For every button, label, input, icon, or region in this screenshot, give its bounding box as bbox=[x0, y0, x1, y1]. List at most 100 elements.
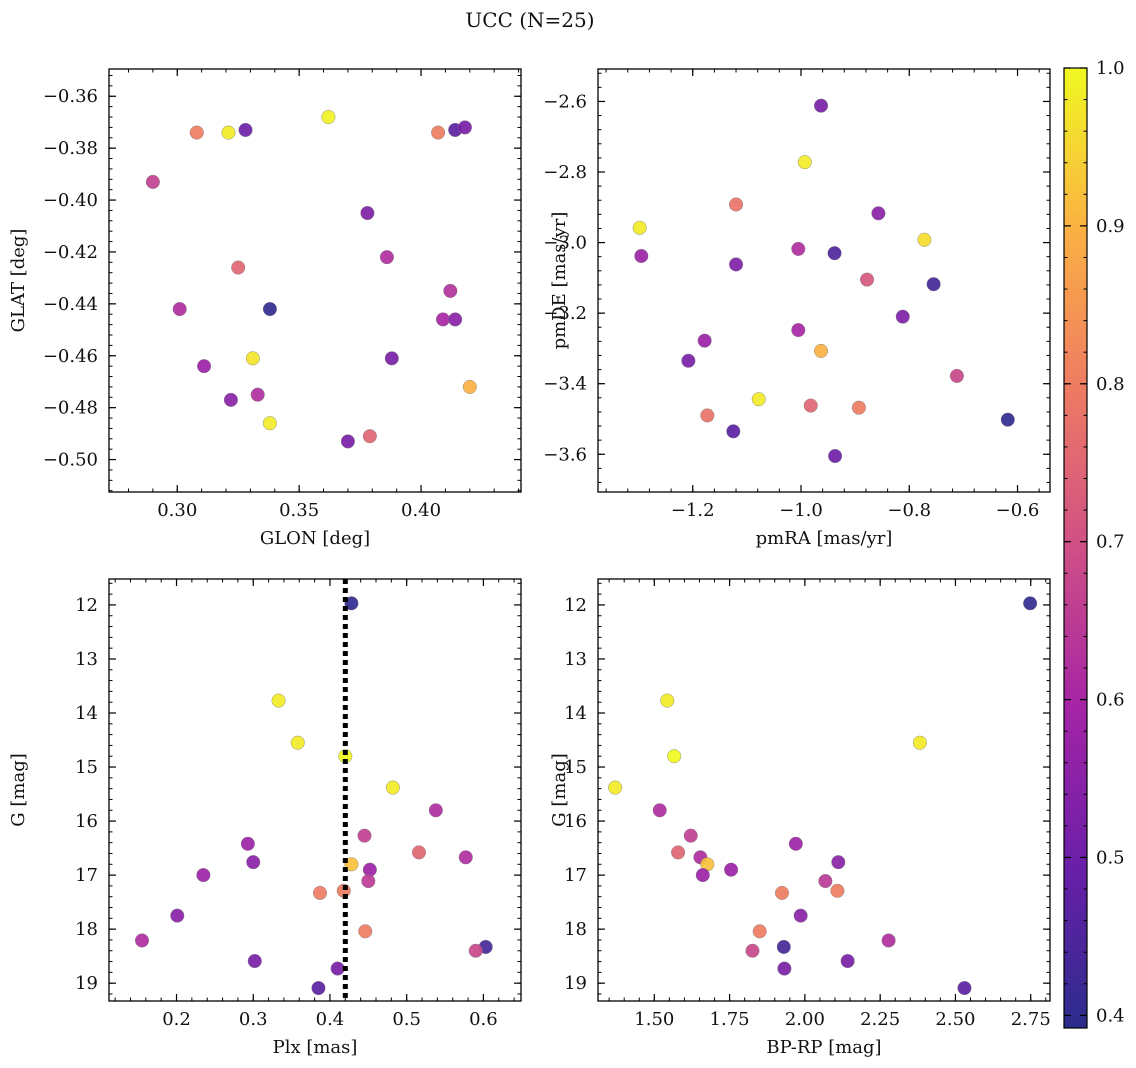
scatter-point bbox=[246, 855, 261, 870]
x-tick-label: 0.5 bbox=[392, 1009, 421, 1030]
x-axis-label: GLON [deg] bbox=[260, 528, 370, 549]
scatter-point bbox=[660, 693, 675, 708]
y-tick-label: −3.0 bbox=[543, 233, 587, 254]
scatter-point bbox=[170, 908, 185, 923]
x-tick-label: −0.8 bbox=[887, 500, 931, 521]
y-tick-label: 14 bbox=[75, 703, 98, 724]
scatter-point bbox=[851, 400, 866, 415]
y-tick-label: 14 bbox=[564, 703, 587, 724]
scatter-point bbox=[411, 845, 426, 860]
scatter-point bbox=[384, 351, 399, 366]
scatter-point bbox=[362, 429, 377, 444]
scatter-point bbox=[344, 857, 359, 872]
scatter-point bbox=[134, 933, 149, 948]
scatter-point bbox=[860, 272, 875, 287]
x-tick-label: 0.30 bbox=[157, 500, 197, 521]
scatter-point bbox=[312, 885, 327, 900]
y-tick-label: 16 bbox=[564, 811, 587, 832]
scatter-point bbox=[791, 241, 806, 256]
scatter-point bbox=[788, 836, 803, 851]
axes-frame bbox=[597, 68, 1051, 493]
x-tick-label: 0.2 bbox=[162, 1009, 191, 1030]
scatter-point bbox=[360, 206, 375, 221]
scatter-point bbox=[724, 862, 739, 877]
scatter-point bbox=[828, 449, 843, 464]
scatter-point bbox=[797, 155, 812, 170]
scatter-point bbox=[926, 277, 941, 292]
scatter-point bbox=[671, 845, 686, 860]
panel-bprp-g: 1.50 1.75 2.00 2.25 2.50 2.75 12 13 14 15 16 17 18 19… bbox=[549, 578, 1051, 1058]
scatter-point bbox=[745, 943, 760, 958]
colorbar-tick-label: 0.8 bbox=[1096, 374, 1125, 395]
scatter-point bbox=[814, 343, 829, 358]
scatter-point bbox=[462, 379, 477, 394]
scatter-point bbox=[145, 174, 160, 189]
scatter-point bbox=[443, 283, 458, 298]
scatter-point bbox=[608, 780, 623, 795]
scatter-point bbox=[776, 939, 791, 954]
scatter-point bbox=[240, 836, 255, 851]
y-tick-label: −0.48 bbox=[43, 398, 98, 419]
axes-frame bbox=[597, 578, 1051, 1002]
y-tick-label: 13 bbox=[75, 649, 98, 670]
y-tick-label: 19 bbox=[564, 973, 587, 994]
y-tick-label: 12 bbox=[75, 595, 98, 616]
scatter-point bbox=[895, 309, 910, 324]
scatter-point bbox=[632, 220, 647, 235]
scatter-point bbox=[311, 981, 326, 996]
scatter-point bbox=[290, 735, 305, 750]
colorbar-tick-label: 0.5 bbox=[1096, 847, 1125, 868]
colorbar-tick-label: 0.7 bbox=[1096, 532, 1125, 553]
scatter-point bbox=[271, 693, 286, 708]
y-axis-label: G [mag] bbox=[8, 753, 29, 826]
scatter-point bbox=[223, 392, 238, 407]
scatter-point bbox=[262, 302, 277, 317]
y-axis-label: GLAT [deg] bbox=[8, 229, 29, 333]
colorbar: 0.4 0.5 0.6 0.7 0.8 0.9 1.0 bbox=[1063, 58, 1125, 1029]
y-tick-label: −0.50 bbox=[43, 450, 98, 471]
scatter-point bbox=[697, 333, 712, 348]
x-axis-label: BP-RP [mag] bbox=[766, 1037, 881, 1058]
scatter-point bbox=[245, 351, 260, 366]
scatter-point bbox=[791, 323, 806, 338]
y-tick-label: 18 bbox=[75, 919, 98, 940]
scatter-point bbox=[428, 803, 443, 818]
y-tick-label: −2.6 bbox=[543, 91, 587, 112]
data-layer bbox=[632, 98, 1015, 464]
scatter-point bbox=[949, 368, 964, 383]
scatter-point bbox=[871, 206, 886, 221]
scatter-point bbox=[448, 312, 463, 327]
scatter-point bbox=[681, 353, 696, 368]
y-tick-label: 17 bbox=[75, 865, 98, 886]
y-tick-label: −0.42 bbox=[43, 242, 98, 263]
y-tick-label: 18 bbox=[564, 919, 587, 940]
colorbar-gradient bbox=[1063, 67, 1088, 1029]
axes-frame bbox=[108, 578, 522, 1002]
scatter-point bbox=[814, 98, 829, 113]
scatter-point bbox=[729, 257, 744, 272]
scatter-point bbox=[700, 408, 715, 423]
panel-plx-g: 0.2 0.3 0.4 0.5 0.6 12 13 14 15 16 17 18 19 Plx [mas]… bbox=[8, 578, 522, 1058]
scatter-point bbox=[358, 924, 373, 939]
x-tick-label: −1.0 bbox=[779, 500, 823, 521]
scatter-point bbox=[1023, 596, 1038, 611]
scatter-point bbox=[777, 961, 792, 976]
scatter-point bbox=[344, 596, 359, 611]
scatter-point bbox=[652, 803, 667, 818]
scatter-point bbox=[793, 908, 808, 923]
panel-pmra-pmde: −1.2 −1.0 −0.8 −0.6 −3.6 −3.4 −3.2 −3.0 −2.8 −2.6… bbox=[543, 68, 1051, 549]
x-tick-label: 0.6 bbox=[469, 1009, 498, 1030]
colorbar-tick-label: 0.4 bbox=[1096, 1005, 1125, 1026]
data-layer bbox=[134, 579, 493, 1001]
y-tick-label: −0.38 bbox=[43, 138, 98, 159]
scatter-point bbox=[172, 302, 187, 317]
scatter-point bbox=[726, 424, 741, 439]
scatter-point bbox=[818, 874, 833, 889]
figure-title: UCC (N=25) bbox=[465, 8, 594, 32]
scatter-point bbox=[379, 250, 394, 265]
y-tick-label: −0.36 bbox=[43, 86, 98, 107]
scatter-point bbox=[231, 260, 246, 275]
panels: 0.30 0.35 0.40 −0.50 −0.48 −0.46 −0.44 −0.42 −0.… bbox=[8, 68, 1051, 1058]
y-tick-label: 13 bbox=[564, 649, 587, 670]
